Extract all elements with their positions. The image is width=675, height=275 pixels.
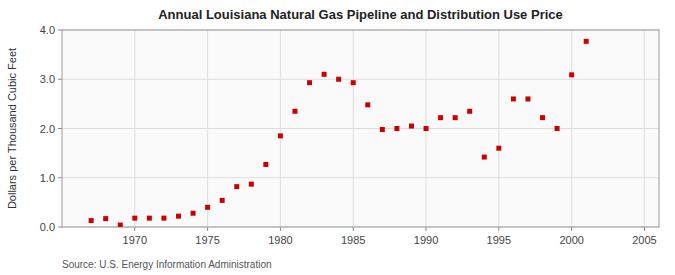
y-tick-label: 1.0	[40, 172, 55, 184]
point	[103, 216, 108, 221]
y-tick-label: 4.0	[40, 24, 55, 36]
point	[438, 115, 443, 120]
point	[263, 162, 268, 167]
point	[584, 39, 589, 44]
title: Annual Louisiana Natural Gas Pipeline an…	[158, 7, 563, 22]
x-tick-label: 1980	[268, 234, 292, 246]
y-tick	[58, 30, 62, 31]
x-tick-label: 2000	[559, 234, 583, 246]
x-tick	[280, 227, 281, 231]
point	[555, 126, 560, 131]
x-grid-line	[134, 30, 135, 227]
point	[191, 211, 196, 216]
points	[89, 39, 589, 227]
plot-background	[62, 30, 659, 227]
point	[234, 184, 239, 189]
point	[278, 133, 283, 138]
x-tick-label: 1995	[487, 234, 511, 246]
x-grid-line	[571, 30, 572, 227]
point	[132, 216, 137, 221]
point	[569, 72, 574, 77]
point	[482, 155, 487, 160]
x-tick	[353, 227, 354, 231]
point	[322, 72, 327, 77]
x-grid-line	[353, 30, 354, 227]
point	[336, 77, 341, 82]
point	[147, 216, 152, 221]
x-tick	[426, 227, 427, 231]
point	[176, 214, 181, 219]
x-tick	[134, 227, 135, 231]
point	[249, 182, 254, 187]
x-tick-label: 2005	[632, 234, 656, 246]
point	[220, 198, 225, 203]
point	[409, 124, 414, 129]
x-tick	[207, 227, 208, 231]
y-grid-line	[62, 177, 659, 178]
y-tick-label: 3.0	[40, 73, 55, 85]
y-tick	[58, 79, 62, 80]
source-annotation: Source: U.S. Energy Information Administ…	[62, 259, 272, 270]
point	[540, 115, 545, 120]
y-grid-line	[62, 128, 659, 129]
point	[89, 218, 94, 223]
y-tick	[58, 128, 62, 129]
x-tick-label: 1970	[123, 234, 147, 246]
x-tick	[644, 227, 645, 231]
point	[307, 80, 312, 85]
point	[394, 126, 399, 131]
plot-frame	[62, 30, 659, 227]
point	[511, 96, 516, 101]
point	[467, 109, 472, 114]
axes: 0.0 1.0 2.0 3.0 4.0 1970 1975 1980 1985 1990 1995 2…	[40, 24, 659, 246]
point	[365, 102, 370, 107]
point	[424, 126, 429, 131]
x-grid-line	[498, 30, 499, 227]
y-tick	[58, 227, 62, 228]
x-grid-line	[280, 30, 281, 227]
x-grid-line	[644, 30, 645, 227]
x-tick-label: 1985	[341, 234, 365, 246]
y-axis-label: Dollars per Thousand Cubic Feet	[6, 48, 18, 209]
y-grid-line	[62, 79, 659, 80]
y-tick-label: 2.0	[40, 123, 55, 135]
chart-svg: 0.0 1.0 2.0 3.0 4.0 1970 1975 1980 1985 1990 1995 2…	[0, 0, 675, 275]
point	[453, 115, 458, 120]
point	[205, 205, 210, 210]
point	[161, 216, 166, 221]
y-tick	[58, 177, 62, 178]
point	[496, 146, 501, 151]
grid	[62, 30, 659, 227]
point	[118, 223, 123, 227]
x-tick-label: 1975	[195, 234, 219, 246]
chart-container: 0.0 1.0 2.0 3.0 4.0 1970 1975 1980 1985 1990 1995 2…	[0, 0, 675, 275]
x-grid-line	[207, 30, 208, 227]
point	[380, 127, 385, 132]
y-tick-label: 0.0	[40, 221, 55, 233]
x-tick-label: 1990	[414, 234, 438, 246]
point	[292, 109, 297, 114]
point	[351, 80, 356, 85]
x-tick	[571, 227, 572, 231]
point	[525, 96, 530, 101]
x-tick	[498, 227, 499, 231]
